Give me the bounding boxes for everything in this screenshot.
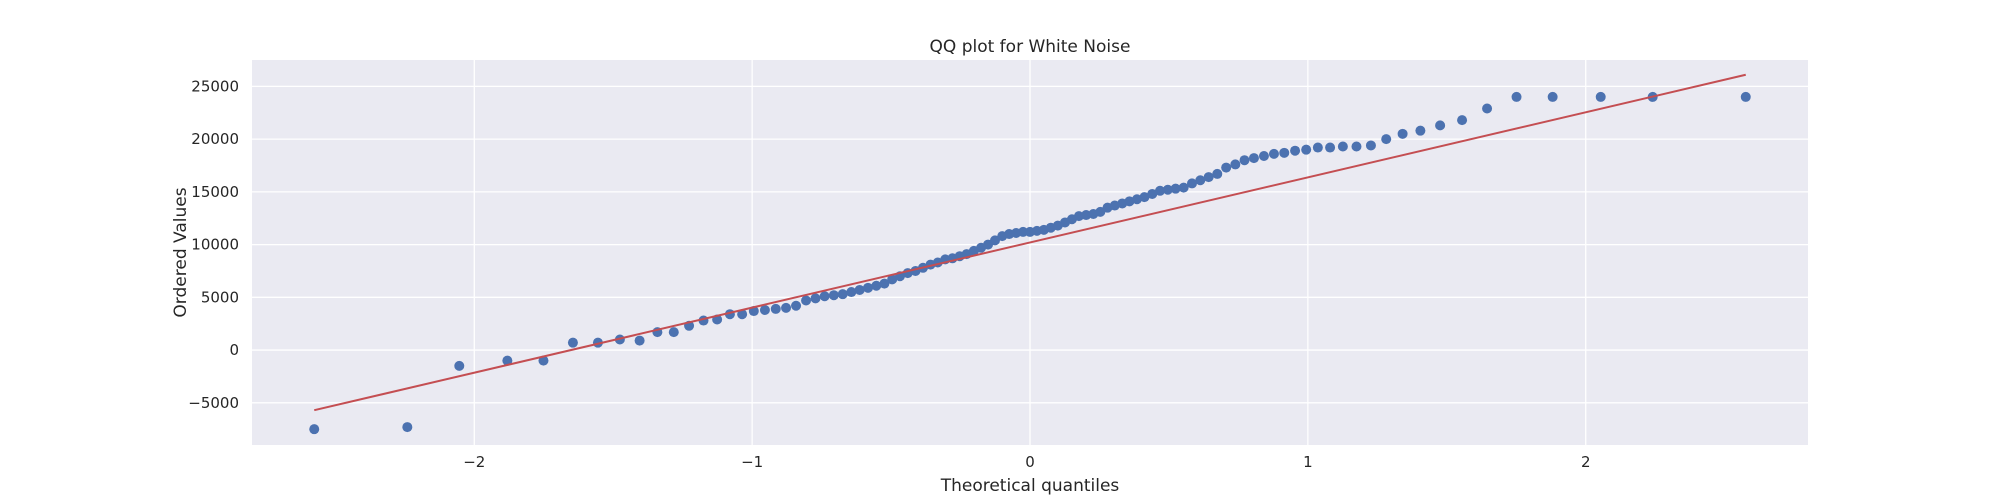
data-point [770,303,781,314]
data-point [1178,182,1189,193]
data-point [1547,91,1558,102]
y-tick-label: −5000 [188,394,239,412]
y-tick-label: 20000 [191,130,239,148]
data-point [1170,183,1181,194]
data-point [1221,162,1232,173]
data-point [737,309,748,320]
data-point [1203,172,1214,183]
y-axis-label: Ordered Values [171,187,191,317]
data-point [1595,91,1606,102]
data-point [567,337,578,348]
data-point [538,355,549,366]
data-point [871,280,882,291]
data-point [1290,145,1301,156]
chart-title: QQ plot for White Noise [930,37,1131,57]
data-point [1740,91,1751,102]
y-tick-label: 15000 [191,183,239,201]
y-tick-label: 10000 [191,236,239,254]
data-point [1155,185,1166,196]
data-point [454,360,465,371]
data-point [1095,206,1106,217]
data-point [1325,142,1336,153]
data-point [1124,196,1135,207]
data-point [1109,200,1120,211]
data-point [1239,155,1250,166]
data-point [1248,153,1259,164]
data-point [1212,168,1223,179]
x-tick-label: −2 [463,453,485,471]
fit-line [314,73,1746,412]
data-point [819,291,830,302]
data-point [759,304,770,315]
y-tick-label: 25000 [191,77,239,95]
data-point [1147,188,1158,199]
data-point [846,287,857,298]
data-point [1381,134,1392,145]
data-point [1397,128,1408,139]
grid-lines [252,60,1808,445]
data-point [1301,144,1312,155]
data-point [1258,150,1269,161]
data-point [1186,178,1197,189]
x-axis-label: Theoretical quantiles [940,476,1120,496]
data-point [1415,125,1426,136]
fit-line-group [314,73,1746,412]
data-point [863,282,874,293]
data-point [837,289,848,300]
data-point [791,300,802,311]
data-point [854,284,865,295]
x-tick-label: 2 [1581,453,1591,471]
data-point [402,422,413,433]
data-point [781,302,792,313]
data-point [887,274,898,285]
data-point [634,335,645,346]
x-tick-label: −1 [741,453,763,471]
y-tick-label: 5000 [201,288,239,306]
data-point [1312,142,1323,153]
data-point [1195,175,1206,186]
data-points [309,91,1751,435]
data-point [1268,148,1279,159]
data-point [668,327,679,338]
data-point [1139,192,1150,203]
data-point [1230,159,1241,170]
data-point [1279,147,1290,158]
data-point [1511,91,1522,102]
data-point [989,235,1000,246]
data-point [810,293,821,304]
data-point [502,355,513,366]
data-point [879,278,890,289]
y-tick-labels: −5000 0 5000 10000 15000 20000 25000 [188,77,239,411]
data-point [1435,120,1446,131]
data-point [1162,184,1173,195]
data-point [801,295,812,306]
data-point [1365,140,1376,151]
data-point [1337,141,1348,152]
data-point [1131,194,1142,205]
data-point [1018,226,1029,237]
data-point [1457,115,1468,126]
y-tick-label: 0 [229,341,239,359]
x-tick-label: 1 [1303,453,1313,471]
x-tick-label: 0 [1025,453,1035,471]
data-point [828,290,839,301]
data-point [1482,103,1493,114]
data-point [309,424,320,435]
x-tick-labels: −2 −1 0 1 2 [463,453,1590,471]
data-point [1351,141,1362,152]
